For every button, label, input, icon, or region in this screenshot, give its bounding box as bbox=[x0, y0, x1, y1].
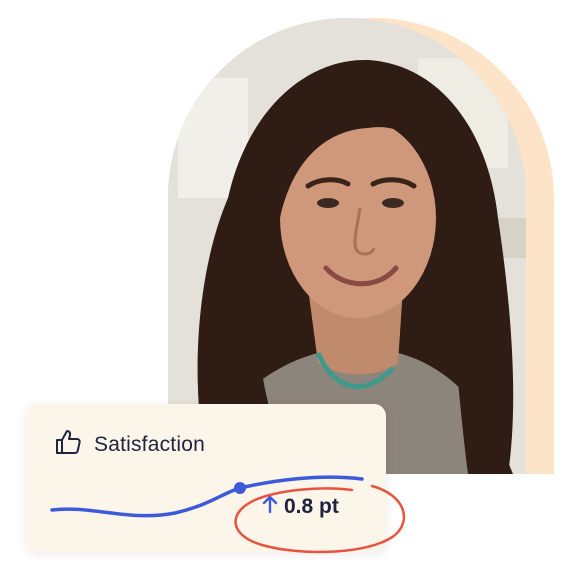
portrait-photo bbox=[168, 18, 526, 474]
card-title: Satisfaction bbox=[94, 432, 205, 456]
card-header: Satisfaction bbox=[54, 428, 205, 461]
satisfaction-card: Satisfaction 0.8 pt bbox=[26, 404, 386, 552]
metric-value: 0.8 pt bbox=[284, 495, 339, 518]
thumbs-up-icon bbox=[54, 428, 82, 461]
metric-change: 0.8 pt bbox=[262, 494, 339, 520]
arrow-up-icon bbox=[262, 494, 278, 520]
